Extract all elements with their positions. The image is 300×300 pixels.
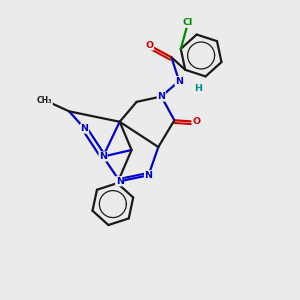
Text: H: H <box>194 84 202 93</box>
Text: N: N <box>145 171 152 180</box>
Text: O: O <box>192 117 200 126</box>
Text: N: N <box>81 124 88 133</box>
Text: CH₃: CH₃ <box>37 96 52 105</box>
Text: O: O <box>145 41 154 50</box>
Text: Cl: Cl <box>183 18 193 27</box>
Text: N: N <box>175 76 183 85</box>
Text: N: N <box>116 177 124 186</box>
Text: N: N <box>157 92 165 101</box>
Text: N: N <box>99 152 107 161</box>
